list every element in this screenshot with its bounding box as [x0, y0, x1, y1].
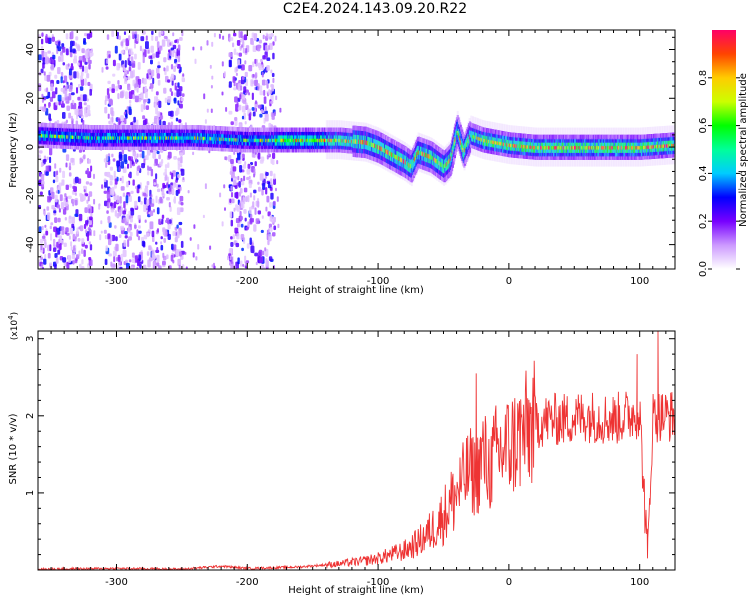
snr-y-tick-label: 3 — [25, 336, 36, 342]
colorbar-gradient — [712, 30, 736, 269]
spectrogram-x-tick-label: 100 — [630, 276, 649, 287]
spectrogram-y-label: Frequency (Hz) — [8, 112, 19, 188]
spectrogram-frame — [37, 29, 676, 270]
snr-y-tick-label: 1 — [25, 490, 36, 496]
spectrogram-x-tick-label: 0 — [506, 276, 512, 287]
spectrogram-y-tick-label: 40 — [25, 43, 36, 56]
snr-x-tick-label: -300 — [105, 577, 128, 588]
colorbar-label: Normalized spectral amplitude — [738, 73, 749, 227]
colorbar-tick-label: 0.4 — [698, 165, 709, 181]
spectrogram-x-tick-label: -200 — [236, 276, 259, 287]
spectrogram-x-tick-label: -100 — [367, 276, 390, 287]
snr-x-ticks: -300 -200 -100 0 100 — [50, 331, 667, 588]
snr-x-tick-label: -100 — [367, 577, 390, 588]
colorbar: 0.0 0.2 0.4 0.6 0.8 Normalized spectral ampl… — [698, 30, 749, 277]
snr-x-label: Height of straight line (km) — [288, 585, 424, 596]
colorbar-tick-label: 0.6 — [698, 118, 709, 134]
colorbar-tick-label: 0.8 — [698, 70, 709, 86]
snr-y-ticks: 1 2 3 — [25, 336, 675, 556]
snr-panel: -300 -200 -100 0 100 1 2 3 Height of straight … — [7, 312, 676, 596]
snr-x-tick-label: -200 — [236, 577, 259, 588]
spectrogram-x-ticks: -300 -200 -100 0 100 — [50, 30, 667, 287]
spectrogram-y-tick-label: 20 — [25, 92, 36, 105]
snr-frame — [37, 330, 676, 571]
spectrogram-y-tick-label: 0 — [25, 144, 36, 150]
figure-title: C2E4.2024.143.09.20.R22 — [282, 1, 468, 17]
colorbar-tick-label: 0.0 — [698, 261, 709, 277]
snr-x-tick-label: 100 — [630, 577, 649, 588]
colorbar-tick-label: 0.2 — [698, 213, 709, 229]
spectrogram-x-tick-label: -300 — [105, 276, 128, 287]
spectrogram-plot-area — [38, 30, 675, 269]
spectrogram-y-tick-label: -20 — [25, 188, 36, 204]
spectrogram-x-label: Height of straight line (km) — [288, 285, 424, 296]
snr-y-tick-label: 2 — [25, 413, 36, 419]
snr-plot-area — [38, 331, 675, 570]
snr-x-tick-label: 0 — [506, 577, 512, 588]
spectrogram-y-ticks: -40 -20 0 20 40 — [25, 36, 675, 258]
snr-series-line — [38, 331, 675, 570]
spectrogram-y-tick-label: -40 — [25, 236, 36, 252]
spectrogram-ridge — [38, 110, 675, 187]
snr-y-label: SNR (10 * v/v) — [8, 413, 19, 484]
colorbar-ticks: 0.0 0.2 0.4 0.6 0.8 — [698, 70, 740, 277]
snr-y-multiplier: (x104) — [7, 312, 20, 340]
